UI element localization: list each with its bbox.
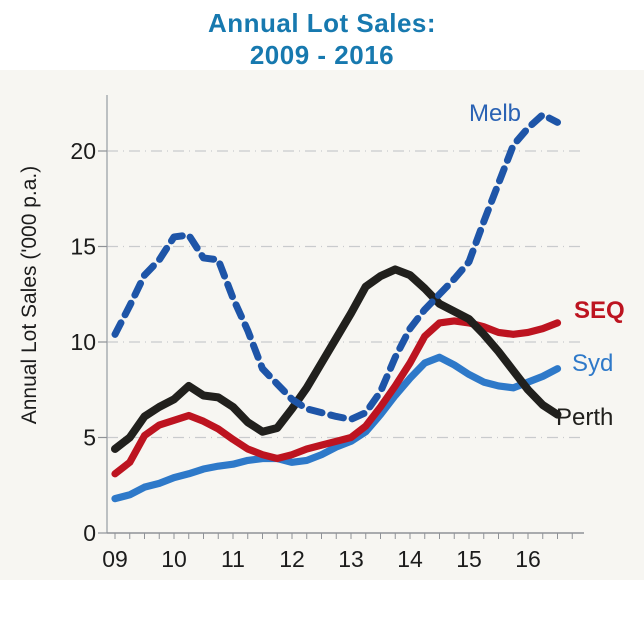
x-tick-label-13: 13 bbox=[338, 546, 364, 572]
melb-series-label: Melb bbox=[469, 100, 521, 127]
perth-line bbox=[111, 265, 562, 453]
x-tick-label-16: 16 bbox=[515, 546, 541, 572]
y-tick-label-10: 10 bbox=[70, 329, 96, 355]
chart-title-line1: Annual Lot Sales: bbox=[207, 8, 437, 38]
syd-series-label: Syd bbox=[572, 350, 613, 377]
x-tick-label-10: 10 bbox=[161, 546, 187, 572]
syd-line bbox=[111, 353, 562, 503]
melb-line bbox=[111, 111, 561, 423]
y-tick-label-0: 0 bbox=[83, 520, 96, 546]
y-tick-label-20: 20 bbox=[70, 138, 96, 164]
x-tick-label-15: 15 bbox=[456, 546, 482, 572]
x-tick-label-14: 14 bbox=[397, 546, 423, 572]
chart-title: Annual Lot Sales: 2009 - 2016 bbox=[0, 7, 644, 71]
x-tick-label-09: 09 bbox=[102, 546, 128, 572]
seq-line bbox=[111, 317, 562, 478]
y-axis-title: Annual Lot Sales ('000 p.a.) bbox=[18, 166, 41, 425]
seq-series-label: SEQ bbox=[574, 297, 625, 324]
y-tick-label-15: 15 bbox=[70, 234, 96, 260]
perth-series-label: Perth bbox=[556, 404, 613, 431]
chart-title-line2: 2009 - 2016 bbox=[249, 40, 395, 70]
y-tick-label-5: 5 bbox=[83, 425, 96, 451]
x-tick-label-11: 11 bbox=[221, 546, 245, 572]
x-tick-label-12: 12 bbox=[279, 546, 305, 572]
